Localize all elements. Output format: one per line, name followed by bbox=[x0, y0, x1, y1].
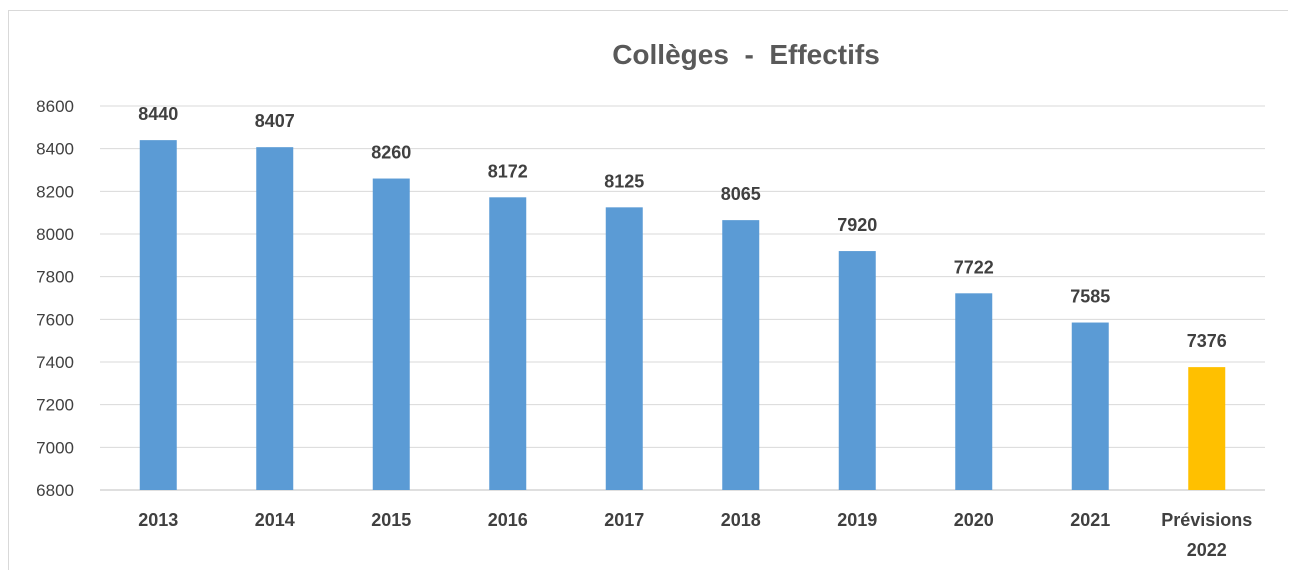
data-labels: 8440 8407 8260 8172 8125 8065 7920 7722 7585 7376 bbox=[138, 104, 1227, 351]
x-tick-label: 2013 bbox=[138, 510, 178, 530]
bar bbox=[256, 147, 294, 490]
data-label: 7920 bbox=[837, 215, 877, 235]
y-tick-label: 7000 bbox=[36, 438, 74, 457]
data-label: 7722 bbox=[954, 257, 994, 277]
data-label: 8407 bbox=[255, 111, 295, 131]
x-tick-label: 2014 bbox=[255, 510, 295, 530]
x-tick-label: Prévisions bbox=[1161, 510, 1252, 530]
bar bbox=[1188, 367, 1226, 490]
x-tick-label: 2015 bbox=[371, 510, 411, 530]
y-tick-label: 6800 bbox=[36, 481, 74, 500]
x-tick-label: 2022 bbox=[1187, 540, 1227, 560]
y-tick-label: 7600 bbox=[36, 310, 74, 329]
x-axis-ticks: 2013 2014 2015 2016 2017 2018 2019 2020 2021 Prév… bbox=[138, 510, 1252, 560]
chart-title: Collèges - Effectifs bbox=[612, 39, 880, 70]
data-label: 8440 bbox=[138, 104, 178, 124]
y-tick-label: 8400 bbox=[36, 140, 74, 159]
bar bbox=[605, 207, 643, 491]
bar bbox=[489, 197, 527, 490]
bar bbox=[722, 220, 760, 490]
y-tick-label: 8000 bbox=[36, 225, 74, 244]
x-tick-label: 2016 bbox=[488, 510, 528, 530]
data-label: 8260 bbox=[371, 143, 411, 163]
y-axis-ticks: 6800 7000 7200 7400 7600 7800 8000 8200 8400 8600 bbox=[36, 97, 74, 500]
x-tick-label: 2021 bbox=[1070, 510, 1110, 530]
y-tick-label: 7800 bbox=[36, 268, 74, 287]
gridlines bbox=[100, 105, 1265, 491]
bars bbox=[139, 140, 1226, 491]
data-label: 7376 bbox=[1187, 331, 1227, 351]
data-label: 7585 bbox=[1070, 287, 1110, 307]
bar bbox=[838, 251, 876, 490]
data-label: 8172 bbox=[488, 161, 528, 181]
bar bbox=[1071, 322, 1109, 490]
bar bbox=[955, 293, 993, 490]
data-label: 8125 bbox=[604, 171, 644, 191]
x-tick-label: 2020 bbox=[954, 510, 994, 530]
x-tick-label: 2018 bbox=[721, 510, 761, 530]
y-tick-label: 7200 bbox=[36, 396, 74, 415]
x-tick-label: 2017 bbox=[604, 510, 644, 530]
bar bbox=[139, 140, 177, 490]
y-tick-label: 7400 bbox=[36, 353, 74, 372]
y-tick-label: 8200 bbox=[36, 182, 74, 201]
bar bbox=[372, 178, 410, 491]
y-tick-label: 8600 bbox=[36, 97, 74, 116]
x-tick-label: 2019 bbox=[837, 510, 877, 530]
data-label: 8065 bbox=[721, 184, 761, 204]
